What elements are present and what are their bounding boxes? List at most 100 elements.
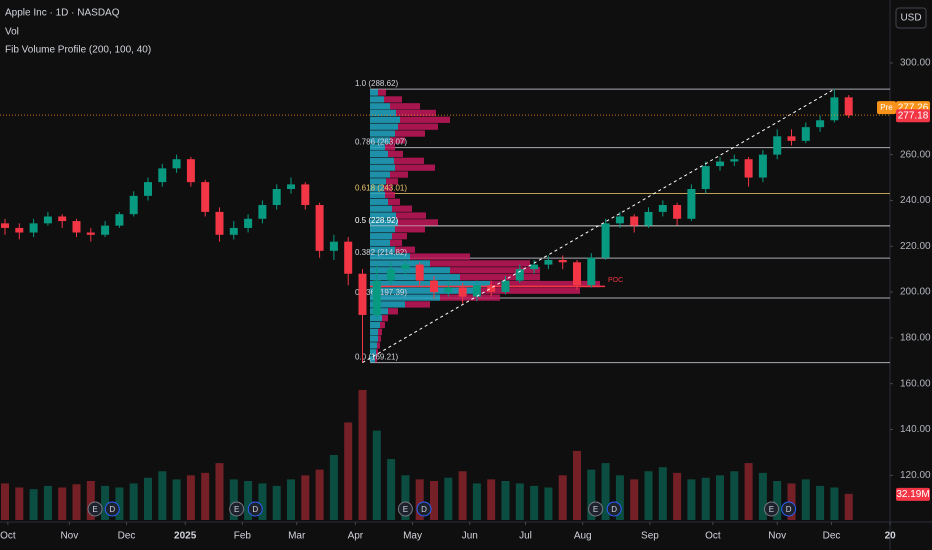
profile-up bbox=[370, 246, 395, 253]
volume-bar bbox=[658, 467, 667, 520]
volume-bar bbox=[587, 469, 596, 520]
profile-down bbox=[398, 219, 438, 226]
currency-label[interactable]: USD bbox=[900, 13, 921, 24]
volume-bar bbox=[515, 483, 524, 520]
profile-up bbox=[370, 349, 376, 356]
profile-down bbox=[490, 280, 600, 288]
event-label: E bbox=[92, 505, 97, 514]
volume-bar bbox=[329, 455, 338, 520]
x-tick-label: Oct bbox=[705, 531, 721, 542]
volume-bar bbox=[701, 477, 710, 520]
profile-down bbox=[395, 130, 425, 137]
candle-body bbox=[43, 216, 52, 224]
candle-body bbox=[801, 127, 810, 141]
volume-bar bbox=[258, 483, 267, 520]
candle-body bbox=[816, 120, 825, 128]
y-tick-label: 260.00 bbox=[900, 149, 931, 160]
event-label: D bbox=[421, 505, 427, 514]
profile-down bbox=[380, 321, 385, 329]
candle-body bbox=[830, 97, 839, 121]
last-volume-label: 32.19M bbox=[896, 489, 929, 500]
profile-up bbox=[370, 315, 382, 322]
profile-up bbox=[370, 144, 385, 151]
profile-down bbox=[392, 205, 412, 212]
profile-up bbox=[370, 103, 390, 110]
currency-button[interactable] bbox=[895, 7, 927, 29]
profile-down bbox=[460, 274, 540, 281]
candle-body bbox=[401, 264, 410, 270]
volume-bar bbox=[86, 481, 95, 520]
x-tick-label: 2025 bbox=[174, 531, 197, 542]
candle-body bbox=[787, 136, 796, 141]
candle-body bbox=[615, 216, 624, 224]
candle-body bbox=[487, 285, 496, 293]
y-tick-label: 300.00 bbox=[900, 58, 931, 69]
candle-body bbox=[472, 285, 481, 297]
volume-bar bbox=[630, 479, 639, 520]
candle-body bbox=[544, 260, 553, 265]
volume-legend: Vol bbox=[5, 27, 19, 38]
fib-label: 0.786 (263.07) bbox=[355, 138, 407, 147]
candle-body bbox=[387, 269, 396, 281]
candle-body bbox=[601, 223, 610, 258]
profile-down bbox=[382, 315, 388, 322]
last-volume-badge bbox=[896, 487, 930, 501]
profile-down bbox=[376, 349, 378, 356]
event-label: D bbox=[109, 505, 115, 514]
volume-bar bbox=[415, 479, 424, 520]
y-tick-label: 200.00 bbox=[900, 287, 931, 298]
volume-bar bbox=[186, 475, 195, 520]
profile-down bbox=[394, 157, 424, 164]
volume-bar bbox=[730, 471, 739, 520]
profile-up bbox=[370, 301, 405, 308]
symbol-title: Apple Inc · 1D · NASDAQ bbox=[5, 8, 120, 19]
volume-bar bbox=[544, 487, 553, 520]
profile-down bbox=[390, 171, 408, 178]
candle-body bbox=[558, 260, 567, 263]
profile-down bbox=[400, 116, 450, 123]
candle-body bbox=[115, 214, 124, 226]
volume-bar bbox=[501, 481, 510, 520]
profile-up bbox=[370, 294, 440, 301]
volume-bar bbox=[830, 487, 839, 520]
candle-body bbox=[86, 232, 95, 235]
profile-down bbox=[384, 185, 392, 192]
profile-down bbox=[378, 328, 382, 336]
volume-bar bbox=[372, 430, 381, 520]
y-tick-label: 120.00 bbox=[900, 470, 931, 481]
profile-down bbox=[386, 178, 398, 185]
candle-body bbox=[530, 264, 539, 270]
candle-body bbox=[158, 168, 167, 183]
candle-body bbox=[1, 223, 9, 228]
candle-body bbox=[301, 184, 310, 206]
candle-body bbox=[701, 166, 710, 189]
candle-body bbox=[644, 211, 653, 226]
event-label: E bbox=[234, 505, 239, 514]
volume-bar bbox=[1, 483, 9, 520]
profile-up bbox=[370, 233, 392, 240]
candle-body bbox=[658, 205, 667, 212]
profile-down bbox=[392, 233, 407, 240]
volume-bar bbox=[387, 459, 396, 520]
volume-bar bbox=[272, 485, 281, 520]
candle-body bbox=[229, 227, 238, 235]
profile-up bbox=[370, 328, 378, 336]
profile-up bbox=[370, 260, 430, 267]
profile-up bbox=[370, 219, 398, 226]
profile-up bbox=[370, 123, 398, 130]
profile-down bbox=[384, 96, 402, 103]
volume-bar bbox=[15, 487, 24, 520]
profile-up bbox=[370, 287, 480, 294]
volume-bar bbox=[558, 475, 567, 520]
candle-body bbox=[344, 241, 353, 274]
volume-bar bbox=[487, 479, 496, 520]
profile-down bbox=[405, 301, 430, 308]
profile-down bbox=[375, 356, 377, 363]
event-label: E bbox=[769, 505, 774, 514]
volume-bar bbox=[129, 483, 138, 520]
volume-bar bbox=[787, 483, 796, 520]
volume-bar bbox=[287, 479, 295, 520]
profile-up bbox=[370, 185, 384, 192]
volume-bar bbox=[458, 471, 467, 520]
candle-body bbox=[287, 184, 295, 189]
